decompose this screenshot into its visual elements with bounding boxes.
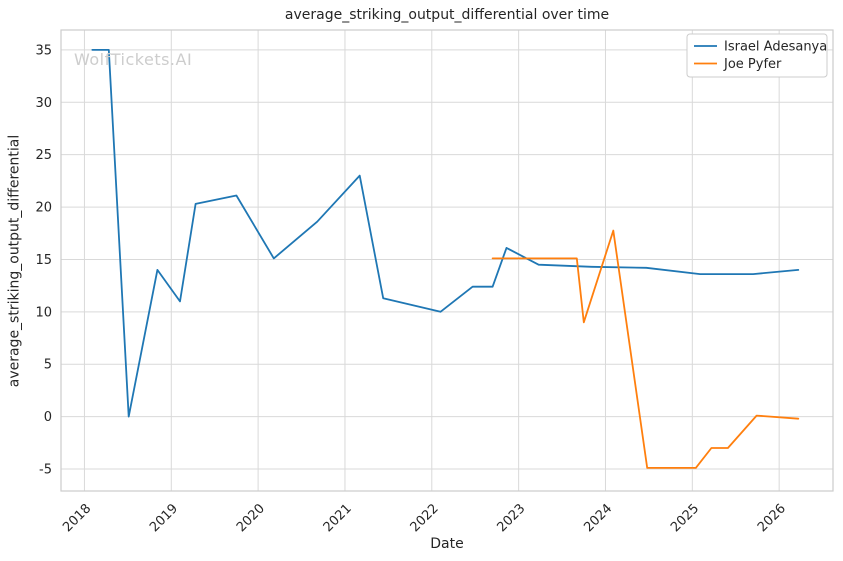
x-tick-label: 2019: [147, 501, 181, 535]
x-tick-label: 2018: [60, 501, 94, 535]
y-tick-label: -5: [39, 462, 52, 477]
series-line-israel-adesanya: [91, 49, 800, 418]
y-tick-label: 15: [35, 253, 52, 268]
y-tick-label: 20: [35, 201, 52, 216]
watermark: WolfTickets.AI: [74, 50, 193, 69]
y-tick-label: 5: [44, 358, 52, 373]
x-tick-label: 2022: [408, 501, 442, 535]
legend-box: [686, 33, 828, 78]
x-tick-label: 2024: [581, 501, 615, 535]
legend: Israel Adesanya Joe Pyfer: [686, 33, 828, 78]
y-tick-label: 35: [35, 43, 52, 58]
y-tick-label: 30: [35, 96, 52, 111]
plot-border: [60, 29, 834, 492]
legend-label-israel-adesanya: Israel Adesanya: [724, 40, 827, 55]
chart-title: average_striking_output_differential ove…: [284, 7, 610, 23]
y-axis-label: average_striking_output_differential: [6, 134, 23, 388]
y-tick-label: 0: [44, 410, 52, 425]
legend-label-joe-pyfer: Joe Pyfer: [723, 57, 782, 72]
x-tick-label: 2026: [755, 501, 789, 535]
y-tick-label: 25: [35, 148, 52, 163]
x-axis-label: Date: [430, 536, 464, 552]
x-tick-label: 2025: [668, 501, 702, 535]
y-tick-label: 10: [35, 305, 52, 320]
x-tick-label: 2021: [321, 501, 355, 535]
x-tick-label: 2020: [234, 501, 268, 535]
x-tick-label: 2023: [494, 501, 528, 535]
series-line-joe-pyfer: [491, 229, 800, 469]
